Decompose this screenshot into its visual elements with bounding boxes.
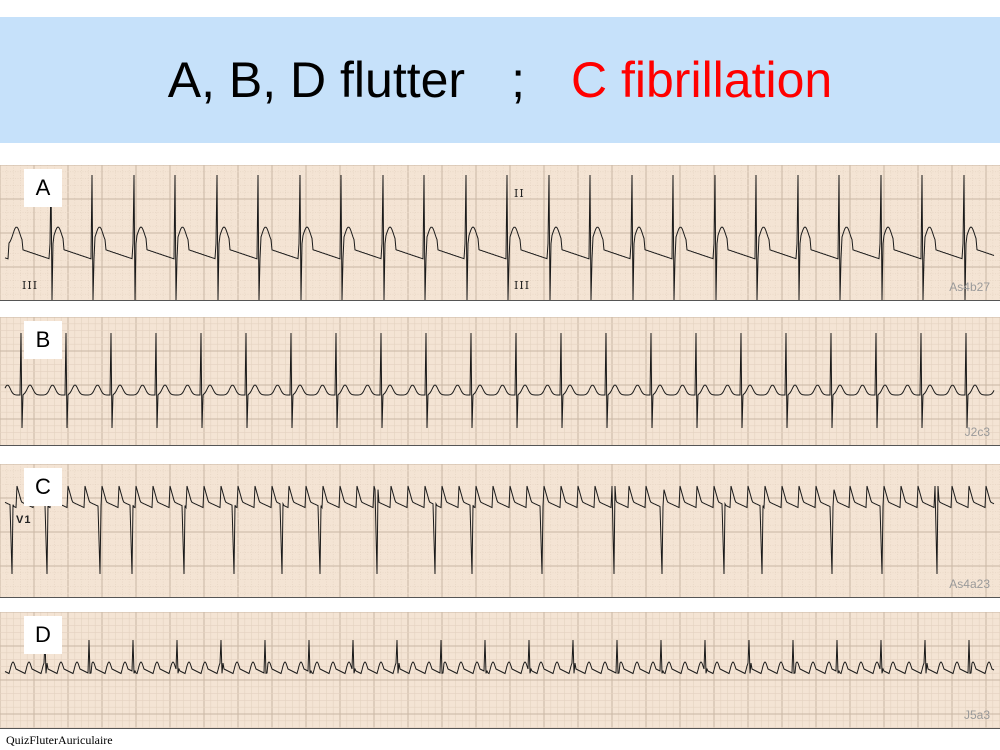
ecg-waveform bbox=[4, 485, 995, 575]
ecg-trace bbox=[0, 165, 1000, 300]
lead-label: III bbox=[22, 279, 39, 292]
strip-code: As4b27 bbox=[949, 280, 990, 294]
title-separator: ; bbox=[511, 52, 525, 108]
ecg-trace bbox=[0, 317, 1000, 445]
title-flutter: A, B, D flutter bbox=[167, 52, 466, 108]
strip-label-b: B bbox=[24, 321, 62, 359]
ecg-waveform bbox=[4, 174, 995, 300]
lead-label: V1 bbox=[16, 514, 32, 526]
ecg-waveform bbox=[4, 332, 995, 429]
strip-label-d: D bbox=[24, 616, 62, 654]
title-fibrillation: C fibrillation bbox=[571, 52, 833, 108]
lead-label: III bbox=[514, 279, 531, 292]
ecg-strip-a: A III II III As4b27 bbox=[0, 165, 1000, 301]
title-banner: A, B, D flutter ; C fibrillation bbox=[0, 17, 1000, 143]
strip-label-c: C bbox=[24, 468, 62, 506]
ecg-trace bbox=[0, 612, 1000, 728]
strip-code: As4a23 bbox=[949, 577, 990, 591]
strip-label-a: A bbox=[24, 169, 62, 207]
ecg-strip-b: B J2c3 bbox=[0, 317, 1000, 446]
ecg-trace bbox=[0, 464, 1000, 597]
ecg-waveform bbox=[4, 639, 995, 675]
footer-text: QuizFluterAuriculaire bbox=[6, 733, 113, 747]
ecg-strip-c: C V1 As4a23 bbox=[0, 464, 1000, 598]
strip-code: J2c3 bbox=[964, 425, 990, 439]
strip-code: J5a3 bbox=[963, 708, 990, 722]
ecg-strip-d: D J5a3 bbox=[0, 612, 1000, 729]
lead-label: II bbox=[514, 187, 525, 200]
